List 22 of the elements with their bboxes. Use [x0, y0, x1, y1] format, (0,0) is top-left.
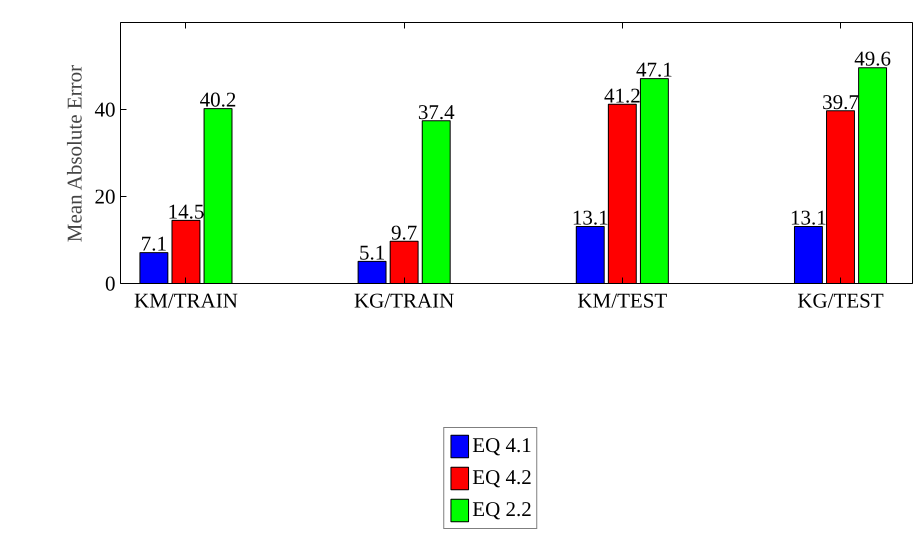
data-label: 49.6: [854, 46, 891, 71]
y-tick-label: 40: [94, 98, 116, 122]
x-tick-label: KG/TEST: [797, 288, 884, 312]
data-label: 14.5: [168, 199, 204, 224]
data-label: 41.2: [604, 83, 641, 108]
x-tick-label: KM/TRAIN: [134, 288, 238, 312]
legend-label: EQ 2.2: [472, 497, 532, 522]
legend-label: EQ 4.1: [472, 433, 532, 458]
y-tick-label: 20: [94, 184, 116, 208]
data-label: 13.1: [572, 206, 609, 230]
x-tick-label: KM/TEST: [577, 288, 668, 312]
legend-label: EQ 4.2: [472, 465, 532, 490]
y-tick-label: 0: [105, 272, 116, 296]
x-tick-label: KG/TRAIN: [354, 288, 454, 312]
data-label: 40.2: [200, 88, 236, 112]
data-label: 9.7: [391, 220, 418, 244]
data-label: 5.1: [358, 240, 386, 264]
data-label: 47.1: [636, 58, 673, 82]
data-label: 7.1: [140, 232, 168, 256]
data-label: 13.1: [790, 206, 827, 230]
y-axis-title: Mean Absolute Error: [62, 64, 86, 242]
data-label: 37.4: [418, 100, 456, 124]
